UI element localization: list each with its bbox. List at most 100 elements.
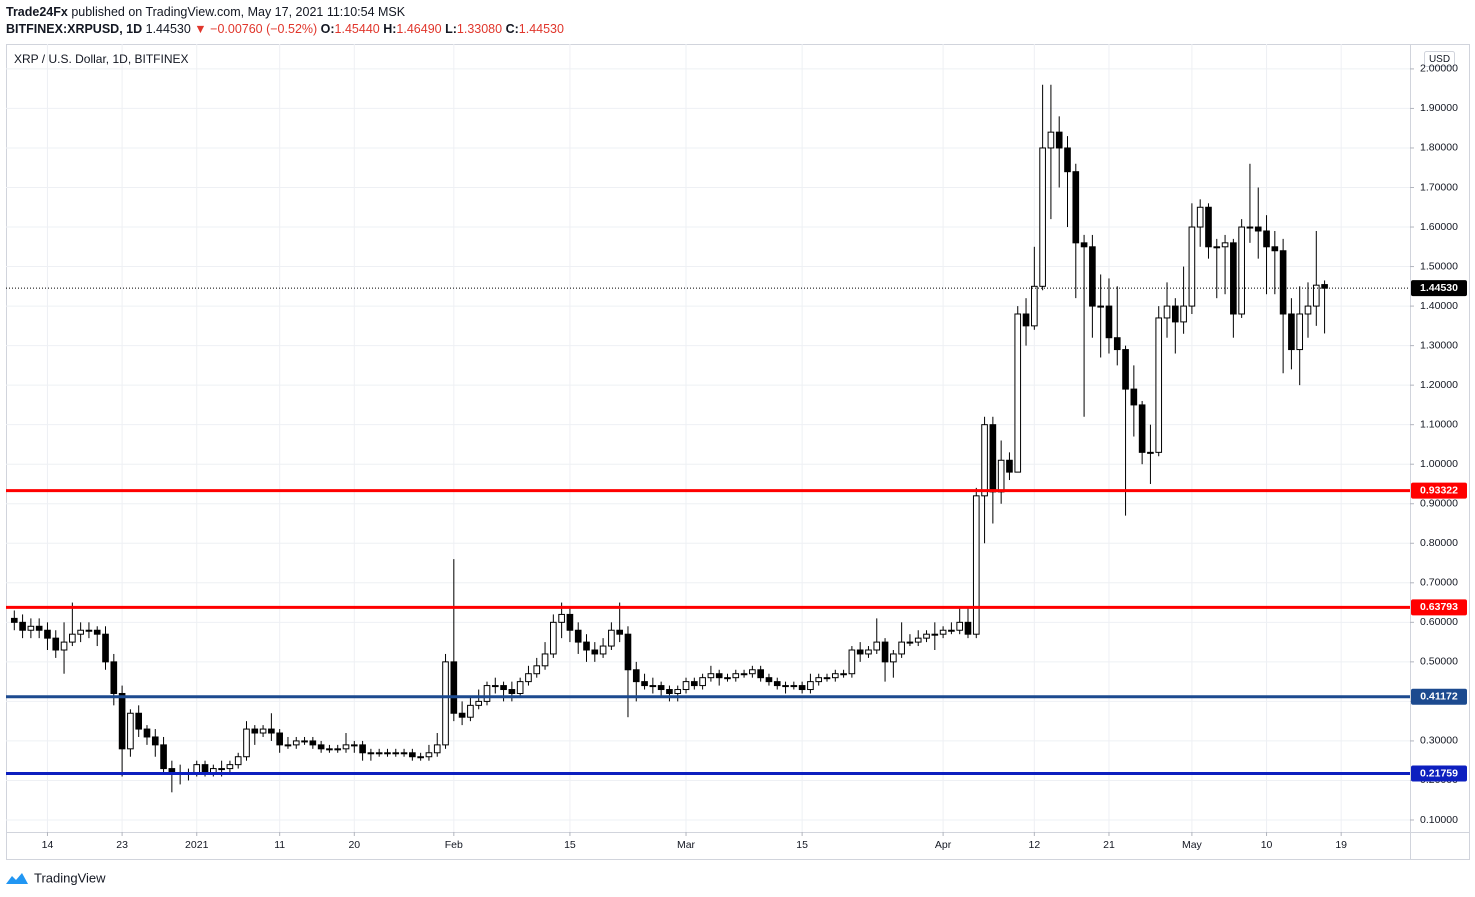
x-tick-label: 15 <box>564 839 576 851</box>
candle-body <box>649 685 657 688</box>
level-label: 0.21759 <box>1420 767 1458 779</box>
candle-body <box>1321 284 1328 289</box>
candle-body <box>1022 313 1030 327</box>
level-tag <box>1411 688 1467 705</box>
y-tick-label: 0.50000 <box>1420 656 1458 668</box>
candle-body <box>284 744 292 747</box>
candle-body <box>856 649 864 655</box>
candle-body <box>690 681 698 687</box>
candle-body <box>823 677 831 680</box>
candle-body <box>989 424 997 493</box>
candle-body <box>1304 305 1312 315</box>
candle-body <box>243 728 250 758</box>
candle-body <box>831 673 839 679</box>
candle-body <box>1105 305 1113 339</box>
last-price-tag <box>1411 280 1467 297</box>
candle-body <box>749 669 756 675</box>
candle-body <box>52 637 60 651</box>
candle-body <box>724 677 731 680</box>
level-label: 0.93322 <box>1420 484 1458 496</box>
ohlc-value: 1.46490 <box>396 22 442 36</box>
candle-body <box>508 689 516 694</box>
candle-body <box>533 665 541 675</box>
candle-body <box>765 677 773 683</box>
candle-body <box>558 613 565 623</box>
candle-body <box>608 629 615 647</box>
y-tick-label: 1.90000 <box>1420 102 1458 114</box>
candle-body <box>599 645 607 655</box>
candle-body <box>1221 242 1229 248</box>
y-tick-label: 1.40000 <box>1420 300 1458 312</box>
candle-body <box>1014 313 1022 473</box>
candle-body <box>972 495 980 635</box>
ohlc-key: H: <box>383 22 397 36</box>
candle-body <box>583 641 590 651</box>
x-tick-label: 21 <box>1103 839 1115 851</box>
candle-body <box>1072 171 1080 244</box>
candle-body <box>699 677 706 687</box>
overlay <box>6 287 1410 775</box>
level-tag <box>1411 482 1467 499</box>
y-tick-label: 0.80000 <box>1420 537 1458 549</box>
candle-body <box>350 744 358 747</box>
candle-body <box>1055 131 1063 149</box>
candle-body <box>1097 305 1104 308</box>
candle-body <box>292 740 300 746</box>
y-tick-label: 1.20000 <box>1420 379 1458 391</box>
brand: TradingView <box>34 870 106 885</box>
change: ▼ −0.00760 (−0.52%) <box>194 22 318 36</box>
chart-frame <box>6 44 1470 860</box>
x-tick-label: 23 <box>116 839 128 851</box>
candle-body <box>1122 349 1129 390</box>
candle-body <box>268 728 275 734</box>
candle-body <box>1163 305 1171 319</box>
currency-box <box>1424 51 1455 67</box>
candle-body <box>276 732 283 746</box>
ohlc-key: C: <box>505 22 519 36</box>
candle-body <box>334 748 342 751</box>
y-tick-label: 0.30000 <box>1420 735 1458 747</box>
candle-body <box>525 673 532 683</box>
candle-body <box>384 752 391 755</box>
candle-body <box>840 673 847 676</box>
candle-body <box>259 728 267 734</box>
candle-body <box>1171 305 1179 323</box>
candle-body <box>782 685 789 688</box>
candle-body <box>931 633 939 636</box>
level-label: 0.41172 <box>1420 691 1458 703</box>
candle-body <box>865 649 872 655</box>
marks <box>10 84 1328 793</box>
candle-body <box>458 712 466 718</box>
ohlc-key: O: <box>320 22 335 36</box>
quote-line: BITFINEX:XRPUSD, 1D 1.44530 ▼ −0.00760 (… <box>6 21 564 38</box>
candle-body <box>566 613 574 631</box>
candle-body <box>773 681 781 687</box>
candle-body <box>210 768 217 774</box>
y-tick-label: 1.50000 <box>1420 260 1458 272</box>
candle-body <box>35 625 43 631</box>
candle-body <box>417 756 424 759</box>
ohlc-value: 1.44530 <box>518 22 564 36</box>
candle-body <box>890 653 897 663</box>
candle-body <box>44 629 51 639</box>
candle-body <box>997 459 1005 493</box>
candle-body <box>168 768 176 774</box>
y-tick-label: 1.70000 <box>1420 181 1458 193</box>
candle-body <box>10 617 18 623</box>
candle-body <box>1230 242 1237 315</box>
candle-body <box>110 661 118 694</box>
candle-body <box>1312 284 1320 307</box>
level-tag <box>1411 599 1467 616</box>
candle-body <box>309 740 317 746</box>
candle-body <box>591 649 599 655</box>
candle-body <box>1246 226 1254 229</box>
candle-body <box>1263 230 1270 248</box>
candle-body <box>1296 313 1304 351</box>
candle-body <box>898 641 905 655</box>
candle-body <box>1031 285 1038 327</box>
candle-body <box>740 673 748 676</box>
candle-body <box>715 673 723 679</box>
candle-body <box>1155 317 1163 453</box>
